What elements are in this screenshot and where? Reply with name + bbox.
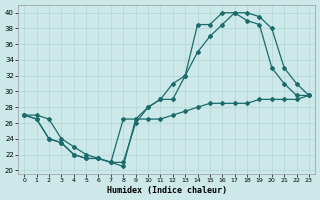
X-axis label: Humidex (Indice chaleur): Humidex (Indice chaleur) (107, 186, 227, 195)
